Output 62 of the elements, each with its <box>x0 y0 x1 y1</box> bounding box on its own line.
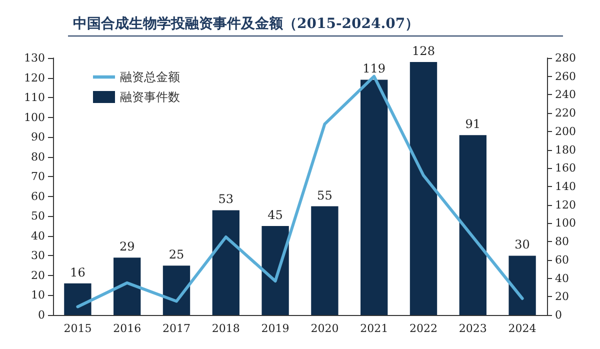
y-tick-label: 80 <box>31 150 45 164</box>
bar <box>311 206 338 315</box>
data-label: 53 <box>218 192 234 206</box>
y2-tick-label: 140 <box>555 180 576 193</box>
bar <box>64 283 92 315</box>
bar <box>410 62 438 315</box>
legend-label: 融资事件数 <box>120 90 180 104</box>
y-tick-label: 20 <box>31 268 45 282</box>
y2-tick-label: 120 <box>555 198 576 212</box>
y2-tick-label: 220 <box>555 106 576 120</box>
y2-tick-label: 80 <box>555 235 569 248</box>
bar <box>360 80 388 315</box>
x-tick-label: 2017 <box>162 322 190 335</box>
bar <box>162 266 190 315</box>
x-tick-label: 2019 <box>261 322 290 335</box>
data-label: 30 <box>514 238 530 252</box>
x-tick-label: 2021 <box>360 322 388 335</box>
x-tick-label: 2023 <box>458 322 487 335</box>
x-tick-label: 2022 <box>410 322 438 335</box>
bar <box>114 258 141 315</box>
x-tick-label: 2020 <box>310 322 339 335</box>
bar <box>262 226 289 315</box>
y-tick-label: 120 <box>24 71 45 84</box>
y2-tick-label: 100 <box>555 216 576 230</box>
y-tick-label: 130 <box>24 52 45 64</box>
bar <box>212 210 240 315</box>
data-label: 119 <box>362 62 386 76</box>
x-tick-label: 2018 <box>212 322 240 335</box>
y-tick-label: 110 <box>24 91 45 104</box>
legend-label: 融资总金额 <box>120 70 180 84</box>
y2-tick-label: 20 <box>555 290 569 304</box>
data-label: 29 <box>119 240 135 254</box>
y-tick-label: 0 <box>38 308 45 322</box>
y2-tick-label: 240 <box>555 88 576 102</box>
y-tick-label: 60 <box>31 190 45 203</box>
data-label: 45 <box>268 208 283 222</box>
y-tick-label: 30 <box>31 249 45 262</box>
y2-tick-label: 260 <box>555 70 576 83</box>
y2-tick-label: 0 <box>555 308 562 322</box>
y2-tick-label: 60 <box>555 253 569 266</box>
x-tick-label: 2024 <box>508 322 536 335</box>
data-label: 91 <box>465 117 481 132</box>
y2-tick-label: 200 <box>555 124 576 138</box>
y-tick-label: 90 <box>31 130 45 144</box>
y-tick-label: 40 <box>31 229 45 242</box>
y-tick-label: 100 <box>24 110 45 124</box>
chart-title: 中国合成生物学投融资事件及金额（2015-2024.07） <box>73 15 420 32</box>
y-tick-label: 50 <box>31 210 45 223</box>
bar <box>459 135 486 315</box>
bar <box>508 256 536 315</box>
data-label: 128 <box>412 44 435 58</box>
y-tick-label: 70 <box>31 170 45 184</box>
y2-tick-label: 180 <box>555 143 576 156</box>
x-tick-label: 2015 <box>64 322 92 335</box>
data-label: 16 <box>70 265 86 280</box>
data-label: 25 <box>168 248 184 262</box>
data-label: 55 <box>317 188 332 202</box>
y2-tick-label: 280 <box>555 52 576 64</box>
y2-tick-label: 160 <box>555 162 576 175</box>
x-tick-label: 2016 <box>113 322 142 335</box>
y-tick-label: 10 <box>31 288 45 302</box>
y2-tick-label: 40 <box>555 272 569 285</box>
